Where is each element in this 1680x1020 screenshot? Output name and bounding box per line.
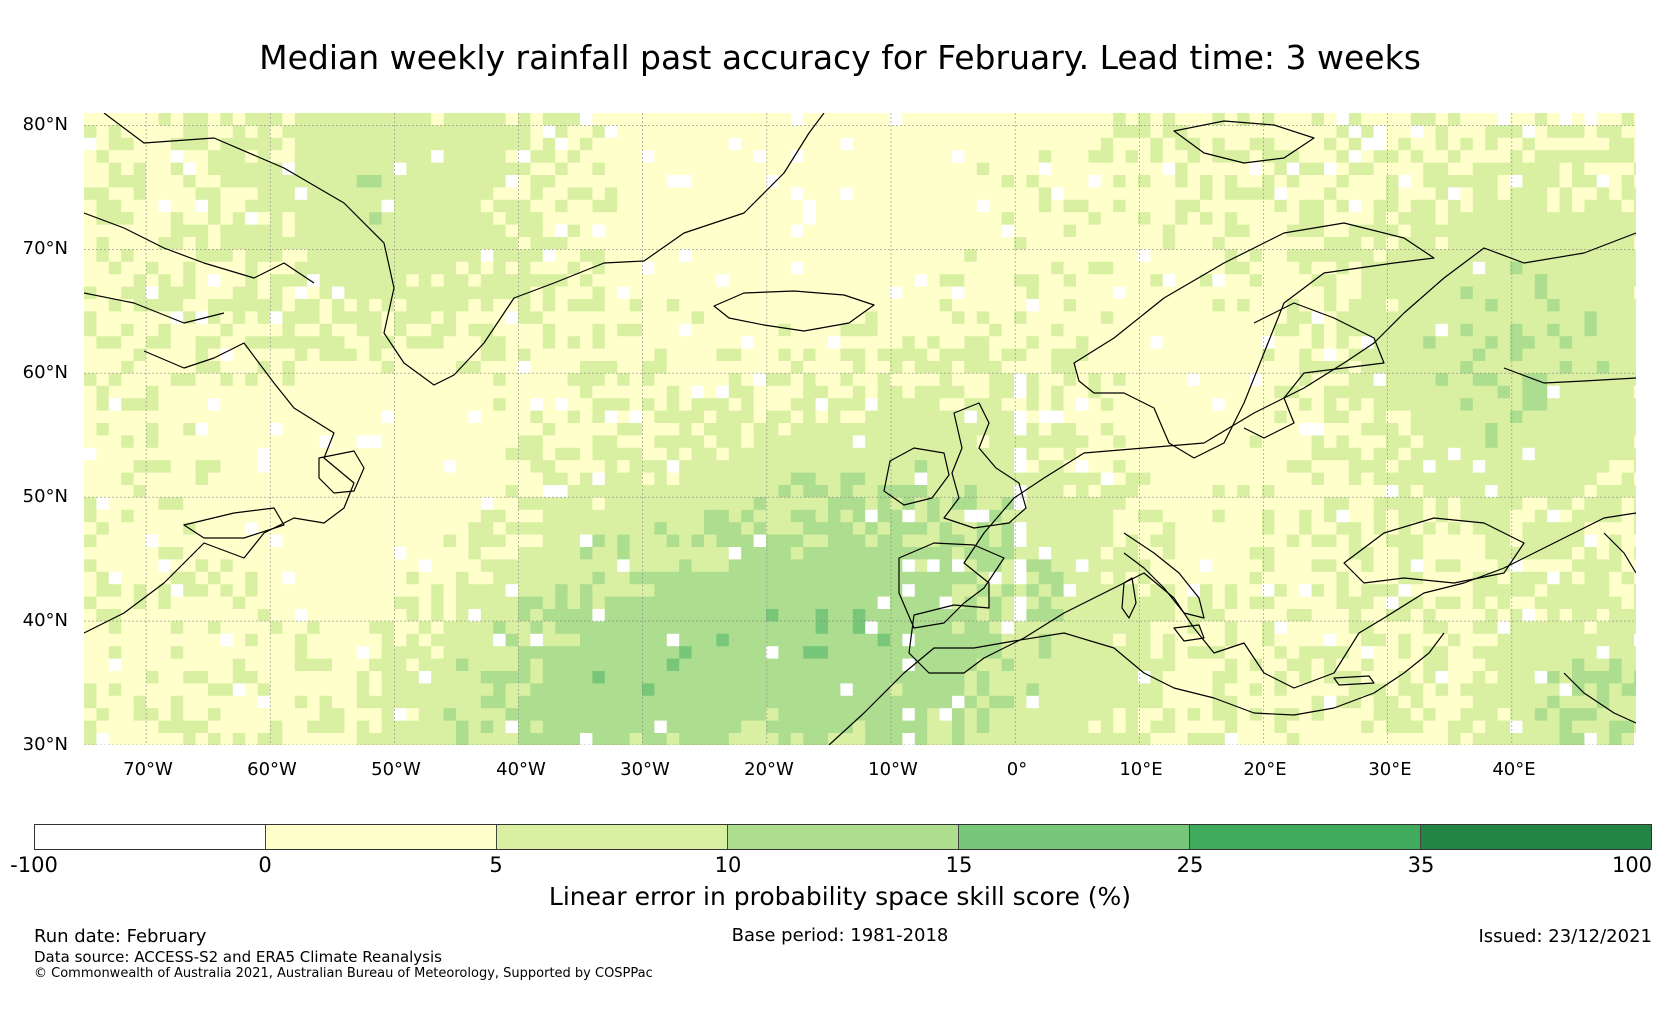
lat-label-80n: 80°N — [22, 114, 68, 135]
newfoundland-coast — [318, 450, 365, 494]
finland-baltic-coast — [1243, 302, 1385, 439]
great-britain-coast — [943, 402, 1027, 529]
middle-east-coast — [1563, 672, 1636, 724]
lon-label-40w: 40°W — [496, 759, 546, 780]
colorbar-tick: 0 — [258, 853, 272, 877]
lon-label-70w: 70°W — [123, 759, 173, 780]
iceland-coast — [713, 290, 875, 332]
lon-label-10e: 10°E — [1119, 759, 1163, 780]
europe-mainland-coast — [908, 232, 1636, 689]
colorbar-segment — [497, 825, 728, 849]
lon-label-0: 0° — [1006, 759, 1028, 780]
north-africa-coast — [828, 632, 1445, 745]
colorbar-segment — [35, 825, 266, 849]
scandinavia-coast — [1073, 222, 1435, 459]
data-source: Data source: ACCESS-S2 and ERA5 Climate … — [34, 948, 442, 966]
colorbar-tick: 15 — [945, 853, 973, 877]
colorbar-tick: 10 — [714, 853, 742, 877]
colorbar-segment — [959, 825, 1190, 849]
lat-label-40n: 40°N — [22, 610, 68, 631]
lon-label-10w: 10°W — [868, 759, 918, 780]
crete-coast — [1333, 675, 1375, 686]
lon-label-20w: 20°W — [744, 759, 794, 780]
skill-grid-cells — [84, 113, 1636, 745]
colorbar-segment — [728, 825, 959, 849]
colorbar-label: Linear error in probability space skill … — [548, 882, 1132, 911]
ireland-coast — [883, 447, 950, 506]
lat-label-50n: 50°N — [22, 486, 68, 507]
run-date: Run date: February — [34, 926, 207, 947]
svalbard-coast — [1173, 120, 1315, 164]
colorbar-tick: 100 — [1611, 853, 1653, 877]
colorbar-tick: 25 — [1176, 853, 1204, 877]
lon-label-50w: 50°W — [371, 759, 421, 780]
lon-label-20e: 20°E — [1243, 759, 1287, 780]
black-sea-coast — [1343, 517, 1525, 584]
colorbar-segment — [266, 825, 497, 849]
colorbar-tick: 5 — [489, 853, 503, 877]
colorbar-tick: 35 — [1407, 853, 1435, 877]
colorbar-tick: -100 — [10, 853, 58, 877]
lat-label-30n: 30°N — [22, 734, 68, 755]
map-gridlines — [84, 113, 1636, 745]
sardinia-corsica-coast — [1121, 577, 1137, 619]
sicily-coast — [1173, 624, 1205, 642]
baffin-coast — [84, 292, 225, 324]
map-canvas — [84, 113, 1636, 745]
issued-date: Issued: 23/12/2021 — [1478, 926, 1652, 947]
base-period: Base period: 1981-2018 — [731, 925, 949, 946]
lon-label-40e: 40°E — [1492, 759, 1536, 780]
colorbar — [34, 824, 1652, 850]
colorbar-segment — [1421, 825, 1651, 849]
coastlines — [84, 113, 1636, 745]
copyright: © Commonwealth of Australia 2021, Austra… — [34, 966, 653, 981]
arctic-islands-coast — [84, 212, 315, 284]
caspian-coast — [1603, 532, 1636, 574]
labrador-coast — [84, 342, 355, 634]
skill-score-map — [84, 113, 1636, 745]
lat-label-70n: 70°N — [22, 238, 68, 259]
nova-scotia-coast — [183, 507, 285, 539]
map-title: Median weekly rainfall past accuracy for… — [259, 38, 1421, 77]
lon-label-30w: 30°W — [620, 759, 670, 780]
russia-coast — [1503, 367, 1636, 384]
iberia-coast — [898, 542, 1005, 629]
lon-label-30e: 30°E — [1368, 759, 1412, 780]
italy-coast — [1123, 532, 1205, 619]
lat-label-60n: 60°N — [22, 362, 68, 383]
colorbar-segment — [1190, 825, 1421, 849]
lon-label-60w: 60°W — [247, 759, 297, 780]
greenland-coast — [103, 113, 825, 386]
